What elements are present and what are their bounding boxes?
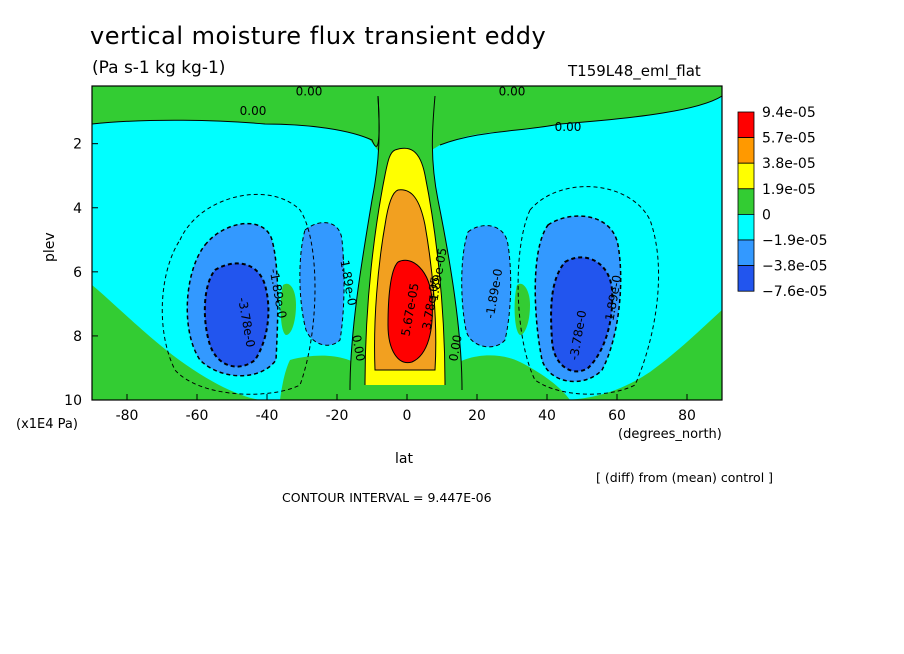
- fill-green-bottom-band: [92, 285, 260, 400]
- colorbar-label: −7.6e-05: [762, 284, 827, 300]
- colorbar-swatch: [737, 213, 755, 241]
- colorbar-swatch: [737, 188, 755, 215]
- x-tick-label: -40: [256, 408, 279, 424]
- x-tick-label: -60: [186, 408, 209, 424]
- colorbar-label: 3.8e-05: [762, 156, 816, 172]
- colorbar-swatch: [737, 265, 755, 292]
- y-axis-label: plev: [42, 232, 58, 262]
- y-tick-label: 6: [73, 265, 82, 281]
- fill-green-left-spot: [280, 283, 296, 335]
- y-unit-label: (x1E4 Pa): [16, 417, 78, 432]
- contour-label: 0.00: [499, 85, 526, 99]
- x-tick-label: -20: [326, 408, 349, 424]
- contour-label: 0.00: [446, 334, 464, 363]
- y-axis: 2 4 6 8 10: [64, 137, 98, 409]
- colorbar-label: 5.7e-05: [762, 131, 816, 147]
- colorbar-swatch: [737, 239, 755, 267]
- run-label: T159L48_eml_flat: [568, 62, 701, 80]
- x-axis-label: lat: [395, 451, 413, 467]
- dashed-contours: [161, 186, 660, 395]
- fill-darkblue-right: [551, 257, 613, 372]
- colorbar-swatch: [737, 111, 755, 139]
- x-tick-label: 40: [538, 408, 556, 424]
- colorbar: 9.4e-05 5.7e-05 3.8e-05 1.9e-05 0 −1.9e-05 −3.…: [737, 105, 827, 300]
- x-tick-label: -80: [116, 408, 139, 424]
- fill-blue-right-inner: [461, 225, 511, 347]
- x-tick-label: 0: [403, 408, 412, 424]
- x-tick-label: 20: [468, 408, 486, 424]
- fill-darkblue-left: [204, 263, 269, 367]
- colorbar-label: −1.9e-05: [762, 233, 827, 249]
- y-tick-label: 4: [73, 201, 82, 217]
- y-tick-label: 10: [64, 393, 82, 409]
- x-tick-label: 60: [608, 408, 626, 424]
- colorbar-label: 0: [762, 207, 771, 223]
- x-unit-label: (degrees_north): [618, 427, 722, 442]
- colorbar-swatch: [737, 137, 755, 164]
- contour-label: 0.00: [555, 120, 582, 134]
- fill-red-core: [388, 260, 433, 363]
- colorbar-swatch: [737, 162, 755, 190]
- contour-lines: [92, 95, 722, 391]
- contour-fill-layer: 0.00 0.000.000.00-1.89e-0 -1.89e-0-3.78e-0…: [92, 85, 722, 400]
- contour-interval: CONTOUR INTERVAL = 9.447E-06: [282, 490, 492, 505]
- fill-green-bottom-right: [560, 310, 722, 400]
- y-tick-label: 2: [73, 137, 82, 153]
- colorbar-label: −3.8e-05: [762, 259, 827, 275]
- chart-title: vertical moisture flux transient eddy: [90, 22, 547, 50]
- colorbar-label: 1.9e-05: [762, 182, 816, 198]
- x-axis: -80 -60 -40 -20 0 20 40 60 80: [116, 394, 696, 424]
- x-tick-label: 80: [678, 408, 696, 424]
- contour-label: 0.00: [296, 85, 323, 99]
- colorbar-label: 9.4e-05: [762, 105, 816, 121]
- contour-label: 0.00: [349, 334, 367, 363]
- y-tick-label: 8: [73, 329, 82, 345]
- diff-note: [ (diff) from (mean) control ]: [596, 470, 774, 485]
- chart-units: (Pa s-1 kg kg-1): [92, 58, 226, 78]
- contour-label: 0.00: [240, 104, 267, 118]
- fill-blue-left-inner: [299, 222, 345, 346]
